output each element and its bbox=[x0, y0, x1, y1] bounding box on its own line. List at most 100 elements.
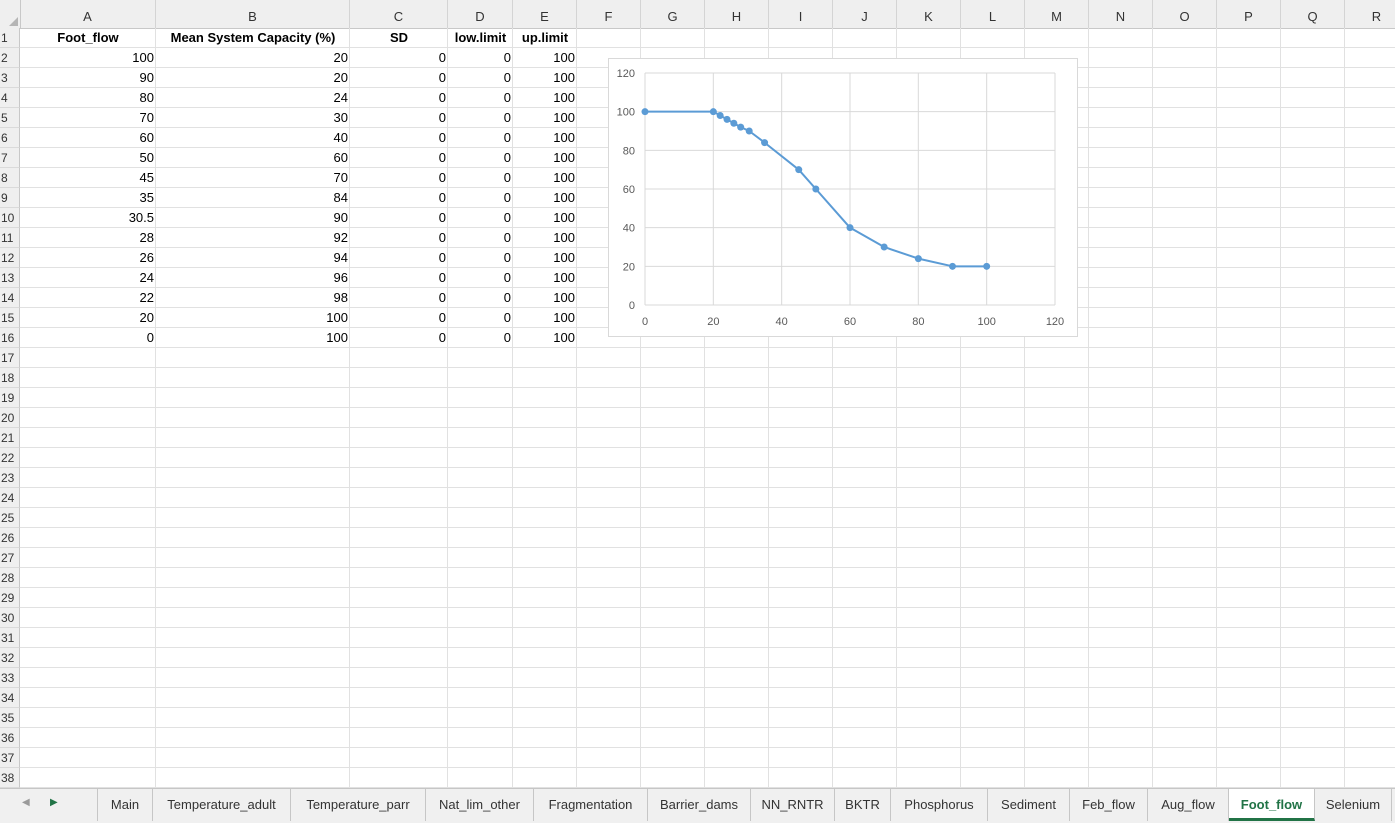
data-cell[interactable]: 96 bbox=[333, 270, 348, 285]
row-header-1[interactable]: 1 bbox=[0, 28, 20, 48]
data-cell[interactable]: 100 bbox=[553, 130, 575, 145]
row-header-17[interactable]: 17 bbox=[0, 348, 20, 368]
row-header-21[interactable]: 21 bbox=[0, 428, 20, 448]
row-header-2[interactable]: 2 bbox=[0, 48, 20, 68]
column-header-M[interactable]: M bbox=[1025, 0, 1089, 28]
data-cell[interactable]: 0 bbox=[438, 90, 446, 105]
data-cell[interactable]: 0 bbox=[503, 110, 511, 125]
row-header-10[interactable]: 10 bbox=[0, 208, 20, 228]
data-cell[interactable]: 100 bbox=[553, 110, 575, 125]
row-header-23[interactable]: 23 bbox=[0, 468, 20, 488]
header-cell[interactable]: Mean System Capacity (%) bbox=[170, 30, 336, 45]
data-cell[interactable]: 0 bbox=[438, 230, 446, 245]
column-header-H[interactable]: H bbox=[705, 0, 769, 28]
data-cell[interactable]: 0 bbox=[438, 210, 446, 225]
data-cell[interactable]: 45 bbox=[139, 170, 154, 185]
column-header-B[interactable]: B bbox=[156, 0, 350, 28]
data-cell[interactable]: 0 bbox=[503, 330, 511, 345]
data-cell[interactable]: 0 bbox=[503, 250, 511, 265]
sheet-tab-nat-lim-other[interactable]: Nat_lim_other bbox=[426, 789, 534, 821]
data-cell[interactable]: 100 bbox=[553, 210, 575, 225]
data-cell[interactable]: 80 bbox=[139, 90, 154, 105]
sheet-tab-bktr[interactable]: BKTR bbox=[835, 789, 891, 821]
data-cell[interactable]: 0 bbox=[503, 190, 511, 205]
header-cell[interactable]: low.limit bbox=[454, 30, 507, 45]
header-cell[interactable]: Foot_flow bbox=[57, 30, 119, 45]
header-cell[interactable]: SD bbox=[389, 30, 409, 45]
row-header-31[interactable]: 31 bbox=[0, 628, 20, 648]
data-cell[interactable]: 50 bbox=[139, 150, 154, 165]
data-cell[interactable]: 84 bbox=[333, 190, 348, 205]
data-cell[interactable]: 20 bbox=[333, 70, 348, 85]
column-header-E[interactable]: E bbox=[513, 0, 577, 28]
row-header-34[interactable]: 34 bbox=[0, 688, 20, 708]
data-cell[interactable]: 30 bbox=[333, 110, 348, 125]
data-cell[interactable]: 92 bbox=[333, 230, 348, 245]
row-header-4[interactable]: 4 bbox=[0, 88, 20, 108]
data-cell[interactable]: 0 bbox=[503, 70, 511, 85]
data-cell[interactable]: 0 bbox=[438, 150, 446, 165]
sheet-tab-feb-flow[interactable]: Feb_flow bbox=[1070, 789, 1148, 821]
data-cell[interactable]: 26 bbox=[139, 250, 154, 265]
data-cell[interactable]: 0 bbox=[503, 90, 511, 105]
data-cell[interactable]: 100 bbox=[553, 270, 575, 285]
data-cell[interactable]: 100 bbox=[553, 290, 575, 305]
data-cell[interactable]: 98 bbox=[333, 290, 348, 305]
next-sheet-arrow-icon[interactable]: ▶ bbox=[50, 797, 58, 808]
data-cell[interactable]: 0 bbox=[438, 110, 446, 125]
row-header-14[interactable]: 14 bbox=[0, 288, 20, 308]
data-cell[interactable]: 100 bbox=[553, 310, 575, 325]
row-header-24[interactable]: 24 bbox=[0, 488, 20, 508]
row-header-19[interactable]: 19 bbox=[0, 388, 20, 408]
data-cell[interactable]: 0 bbox=[438, 310, 446, 325]
data-cell[interactable]: 100 bbox=[553, 170, 575, 185]
data-cell[interactable]: 100 bbox=[553, 250, 575, 265]
row-header-36[interactable]: 36 bbox=[0, 728, 20, 748]
column-header-L[interactable]: L bbox=[961, 0, 1025, 28]
data-cell[interactable]: 0 bbox=[503, 150, 511, 165]
row-header-11[interactable]: 11 bbox=[0, 228, 20, 248]
row-header-37[interactable]: 37 bbox=[0, 748, 20, 768]
data-cell[interactable]: 90 bbox=[139, 70, 154, 85]
row-header-22[interactable]: 22 bbox=[0, 448, 20, 468]
data-cell[interactable]: 0 bbox=[503, 290, 511, 305]
data-cell[interactable]: 0 bbox=[503, 230, 511, 245]
row-header-3[interactable]: 3 bbox=[0, 68, 20, 88]
data-cell[interactable]: 0 bbox=[503, 310, 511, 325]
sheet-tab-phosphorus[interactable]: Phosphorus bbox=[891, 789, 988, 821]
prev-sheet-arrow-icon[interactable]: ◀ bbox=[22, 797, 30, 808]
sheet-tab-main[interactable]: Main bbox=[97, 789, 153, 821]
row-header-29[interactable]: 29 bbox=[0, 588, 20, 608]
row-header-27[interactable]: 27 bbox=[0, 548, 20, 568]
data-cell[interactable]: 20 bbox=[333, 50, 348, 65]
data-cell[interactable]: 20 bbox=[139, 310, 154, 325]
sheet-tab-selenium[interactable]: Selenium bbox=[1315, 789, 1392, 821]
data-cell[interactable]: 0 bbox=[503, 50, 511, 65]
row-header-38[interactable]: 38 bbox=[0, 768, 20, 788]
data-cell[interactable]: 100 bbox=[553, 50, 575, 65]
data-cell[interactable]: 0 bbox=[438, 70, 446, 85]
sheet-tab-barrier-dams[interactable]: Barrier_dams bbox=[648, 789, 751, 821]
data-cell[interactable]: 100 bbox=[326, 330, 348, 345]
column-header-Q[interactable]: Q bbox=[1281, 0, 1345, 28]
sheet-tab-foot-flow[interactable]: Foot_flow bbox=[1229, 789, 1315, 821]
sheet-tab-temperature-parr[interactable]: Temperature_parr bbox=[291, 789, 426, 821]
sheet-tab-sediment[interactable]: Sediment bbox=[988, 789, 1070, 821]
data-cell[interactable]: 30.5 bbox=[128, 210, 154, 225]
data-cell[interactable]: 0 bbox=[438, 250, 446, 265]
column-header-I[interactable]: I bbox=[769, 0, 833, 28]
data-cell[interactable]: 0 bbox=[438, 50, 446, 65]
data-cell[interactable]: 0 bbox=[438, 290, 446, 305]
data-cell[interactable]: 0 bbox=[438, 330, 446, 345]
data-cell[interactable]: 0 bbox=[438, 170, 446, 185]
data-cell[interactable]: 35 bbox=[139, 190, 154, 205]
row-header-15[interactable]: 15 bbox=[0, 308, 20, 328]
row-header-5[interactable]: 5 bbox=[0, 108, 20, 128]
data-cell[interactable]: 100 bbox=[553, 90, 575, 105]
header-cell[interactable]: up.limit bbox=[521, 30, 569, 45]
data-cell[interactable]: 28 bbox=[139, 230, 154, 245]
row-header-8[interactable]: 8 bbox=[0, 168, 20, 188]
column-header-A[interactable]: A bbox=[20, 0, 156, 28]
column-header-O[interactable]: O bbox=[1153, 0, 1217, 28]
